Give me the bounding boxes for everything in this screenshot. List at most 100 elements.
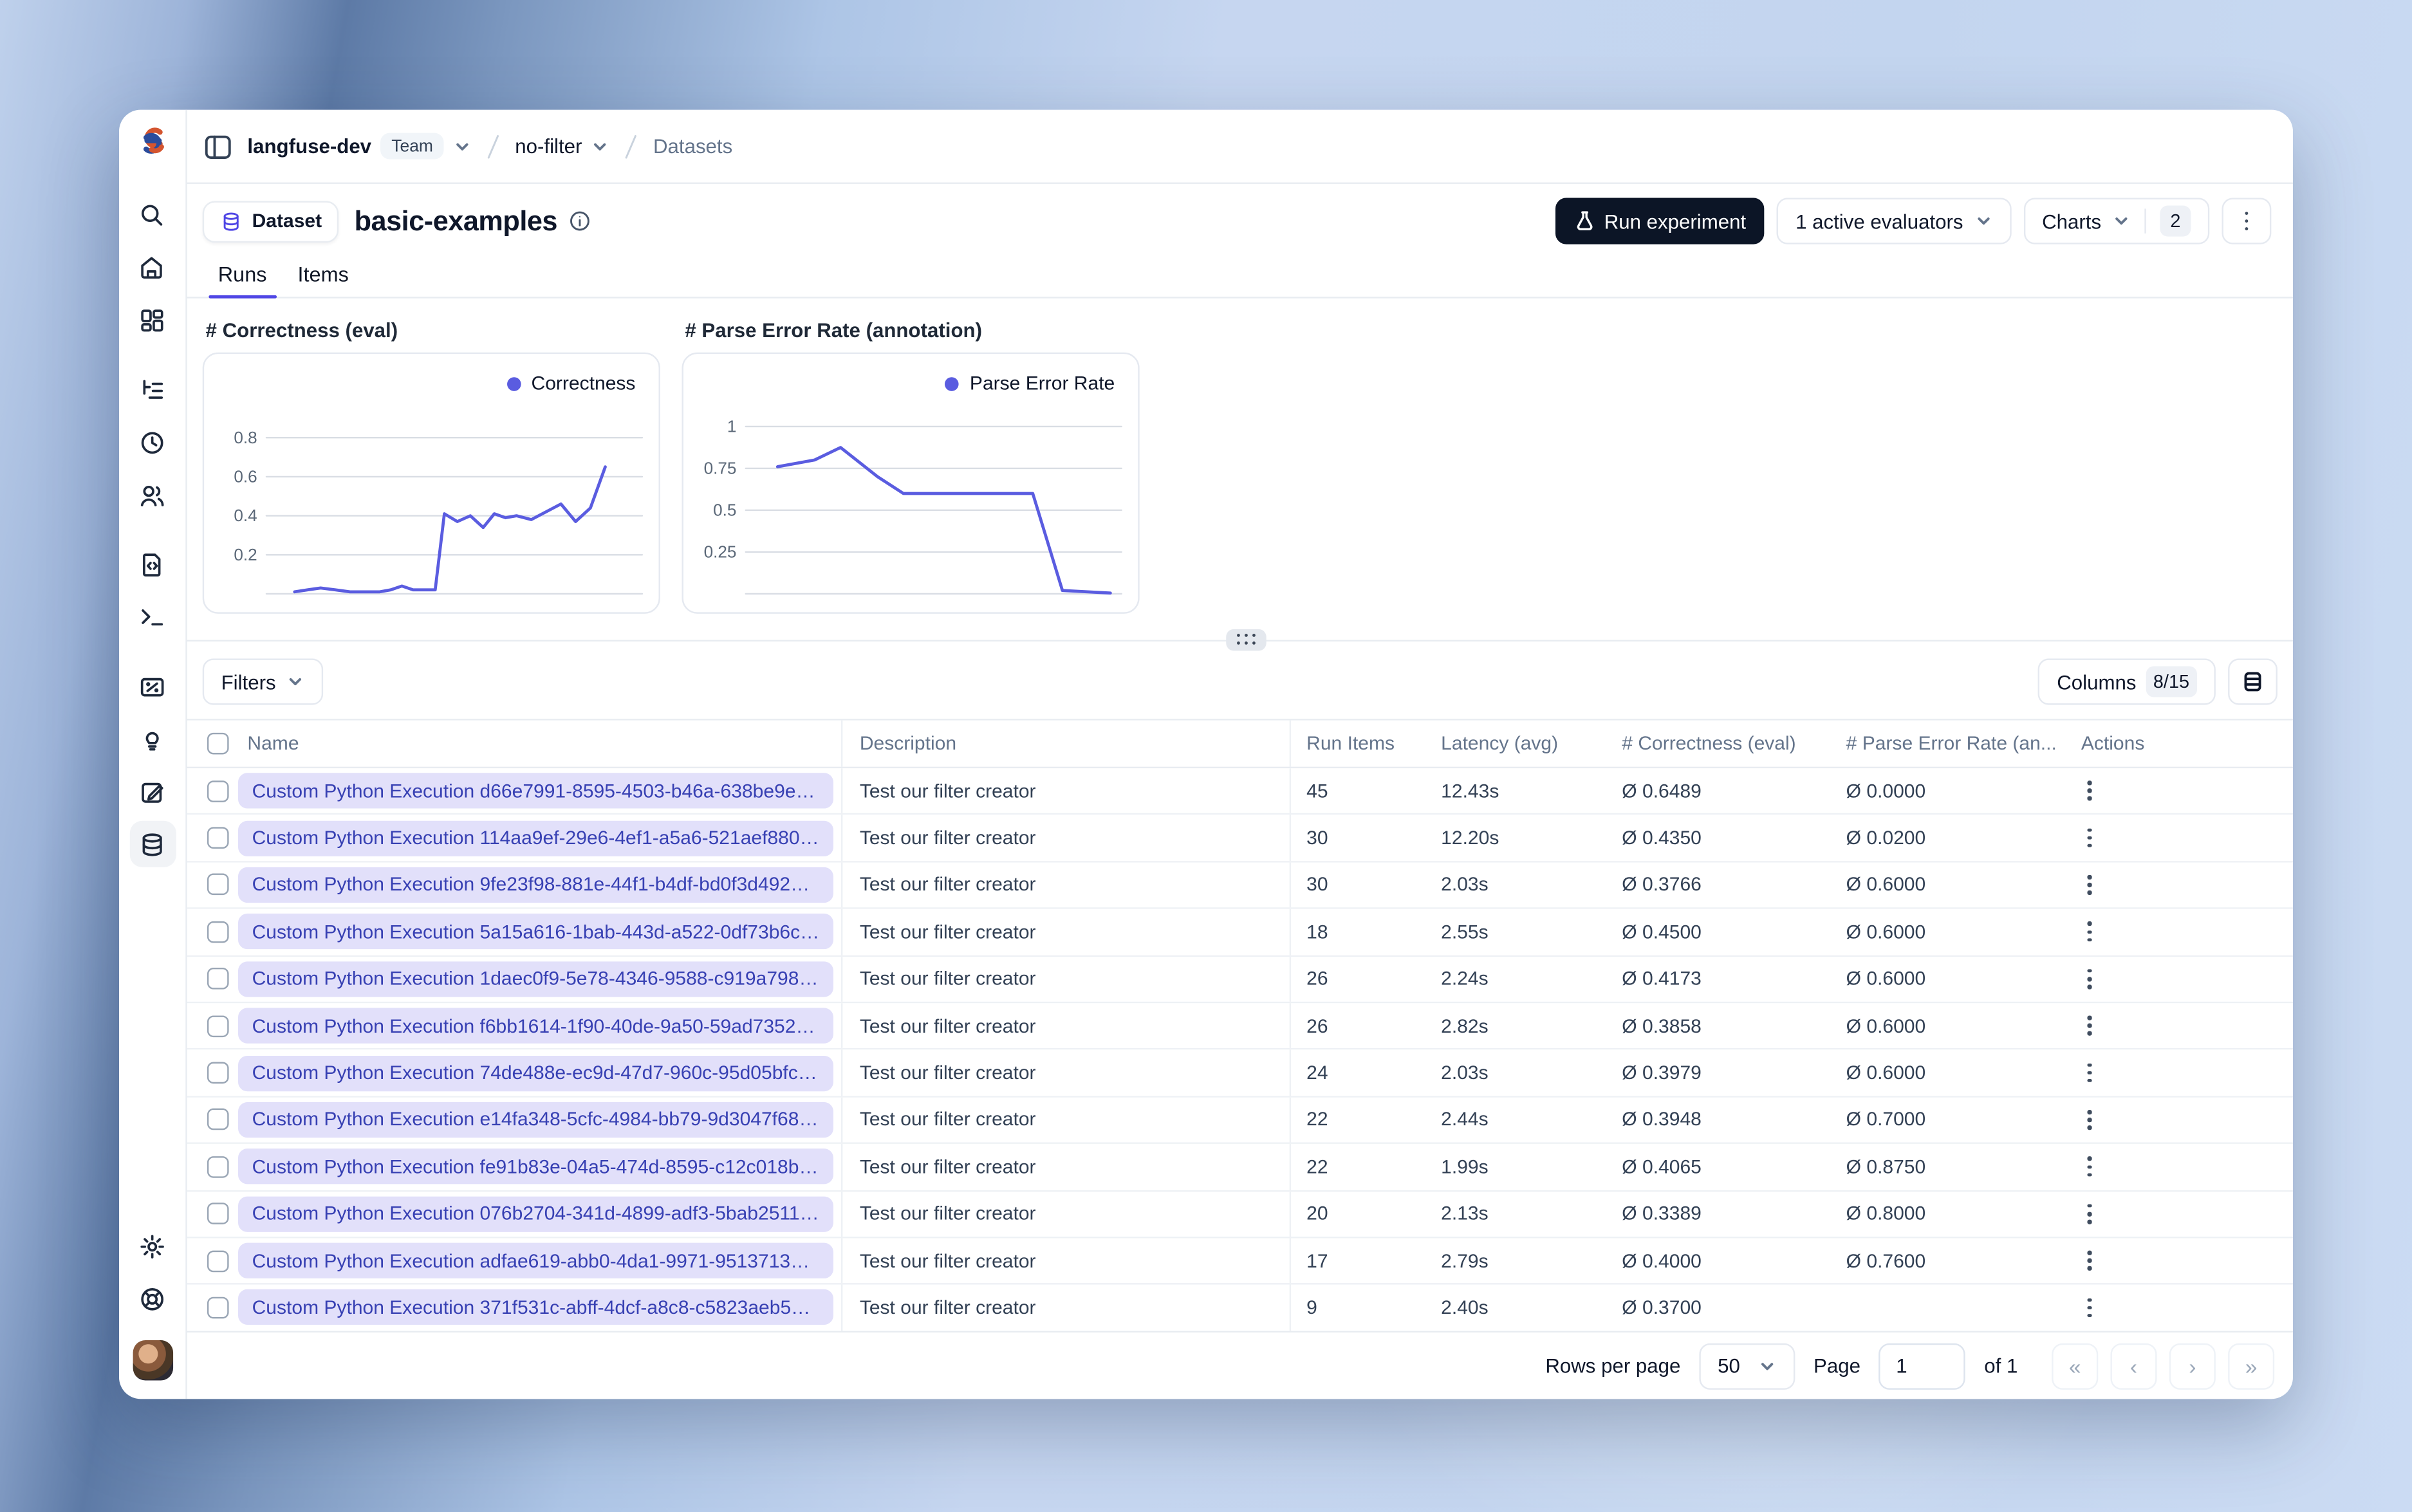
row-checkbox[interactable] (207, 780, 229, 802)
run-name-link[interactable]: Custom Python Execution 9fe23f98-881e-44… (237, 867, 833, 903)
run-name-link[interactable]: Custom Python Execution 371f531c-abff-4d… (237, 1289, 833, 1326)
run-name-link[interactable]: Custom Python Execution fe91b83e-04a5-47… (237, 1148, 833, 1185)
sidebar-item-playground[interactable] (129, 594, 176, 640)
tab-runs[interactable]: Runs (203, 255, 283, 299)
row-actions-kebab[interactable] (2081, 1010, 2097, 1042)
row-checkbox[interactable] (207, 874, 229, 896)
sidebar-item-search[interactable] (129, 192, 176, 238)
table-row[interactable]: Custom Python Execution 1daec0f9-5e78-43… (187, 956, 2293, 1004)
breadcrumb-project[interactable]: no-filter (515, 134, 609, 158)
columns-button[interactable]: Columns 8/15 (2038, 658, 2216, 705)
run-name-link[interactable]: Custom Python Execution f6bb1614-1f90-40… (237, 1008, 833, 1044)
row-actions-kebab[interactable] (2081, 1292, 2097, 1324)
support-icon (141, 1287, 163, 1310)
prev-page-button[interactable]: ‹ (2110, 1342, 2157, 1389)
latency-value: 2.44s (1441, 1109, 1489, 1131)
header-description[interactable]: Description (842, 720, 1292, 767)
sidebar-footer (129, 1195, 176, 1322)
table-row[interactable]: Custom Python Execution fe91b83e-04a5-47… (187, 1144, 2293, 1192)
table-row[interactable]: Custom Python Execution 74de488e-ec9d-47… (187, 1050, 2293, 1098)
info-icon[interactable] (570, 210, 591, 232)
row-actions-kebab[interactable] (2081, 822, 2097, 854)
sidebar-item-home[interactable] (129, 244, 176, 291)
sidebar-item-settings[interactable] (129, 1222, 176, 1269)
select-all-checkbox[interactable] (207, 732, 229, 755)
page-input[interactable] (1879, 1342, 1966, 1389)
header-parse-error-rate[interactable]: # Parse Error Rate (an... (1846, 732, 2057, 755)
table-row[interactable]: Custom Python Execution f6bb1614-1f90-40… (187, 1003, 2293, 1051)
last-page-button[interactable]: » (2228, 1342, 2275, 1389)
svg-text:0.25: 0.25 (704, 542, 737, 561)
evaluators-dropdown[interactable]: 1 active evaluators (1777, 198, 2012, 244)
breadcrumb-org[interactable]: langfuse-dev Team (247, 133, 472, 160)
row-checkbox[interactable] (207, 827, 229, 849)
row-actions-kebab[interactable] (2081, 1245, 2097, 1277)
user-avatar[interactable] (132, 1340, 172, 1381)
header-latency[interactable]: Latency (avg) (1441, 732, 1559, 755)
row-checkbox[interactable] (207, 1156, 229, 1178)
header-name[interactable]: Name (238, 720, 843, 767)
sidebar-item-users[interactable] (129, 472, 176, 518)
run-name-link[interactable]: Custom Python Execution 114aa9ef-29e6-4e… (237, 820, 833, 856)
run-name-link[interactable]: Custom Python Execution adfae619-abb0-4d… (237, 1242, 833, 1279)
row-actions-kebab[interactable] (2081, 1151, 2097, 1183)
filters-button[interactable]: Filters (202, 658, 324, 705)
sidebar (119, 109, 187, 1399)
sidebar-item-support[interactable] (129, 1275, 176, 1322)
drag-handle[interactable] (1226, 629, 1266, 651)
row-height-button[interactable] (2228, 658, 2277, 705)
row-actions-kebab[interactable] (2081, 963, 2097, 995)
sidebar-item-tracing[interactable] (129, 366, 176, 412)
run-name-link[interactable]: Custom Python Execution d66e7991-8595-45… (237, 773, 833, 809)
run-name-link[interactable]: Custom Python Execution 74de488e-ec9d-47… (237, 1055, 833, 1091)
run-name-link[interactable]: Custom Python Execution 5a15a616-1bab-44… (237, 914, 833, 950)
row-actions-kebab[interactable] (2081, 1056, 2097, 1089)
charts-dropdown[interactable]: Charts 2 (2023, 198, 2210, 244)
header-run-items[interactable]: Run Items (1306, 732, 1395, 755)
row-checkbox[interactable] (207, 1062, 229, 1084)
row-actions-kebab[interactable] (2081, 916, 2097, 948)
sidebar-item-prompts[interactable] (129, 541, 176, 587)
sidebar-item-datasets[interactable] (129, 820, 176, 867)
row-checkbox[interactable] (207, 1203, 229, 1225)
dataset-actions-kebab[interactable] (2222, 198, 2272, 244)
table-row[interactable]: Custom Python Execution 5a15a616-1bab-44… (187, 909, 2293, 957)
parse-error-value: Ø 0.8000 (1846, 1203, 1926, 1225)
row-checkbox[interactable] (207, 968, 229, 990)
sidebar-item-sessions[interactable] (129, 419, 176, 465)
datasets-icon (142, 833, 162, 856)
sidebar-toggle-icon[interactable] (203, 131, 234, 161)
run-experiment-button[interactable]: Run experiment (1554, 198, 1765, 244)
table-row[interactable]: Custom Python Execution adfae619-abb0-4d… (187, 1238, 2293, 1286)
sidebar-item-ideas[interactable] (129, 715, 176, 762)
run-name-link[interactable]: Custom Python Execution 1daec0f9-5e78-43… (237, 961, 833, 997)
table-row[interactable]: Custom Python Execution 371f531c-abff-4d… (187, 1285, 2293, 1331)
sidebar-item-evaluation[interactable] (129, 663, 176, 710)
tab-items[interactable]: Items (297, 263, 349, 286)
first-page-button[interactable]: « (2052, 1342, 2099, 1389)
run-name-link[interactable]: Custom Python Execution 076b2704-341d-48… (237, 1195, 833, 1232)
row-actions-kebab[interactable] (2081, 1104, 2097, 1136)
correctness-value: Ø 0.3948 (1622, 1109, 1702, 1131)
sidebar-item-annotation[interactable] (129, 768, 176, 815)
sidebar-item-dashboard[interactable] (129, 297, 176, 343)
breadcrumb-section[interactable]: Datasets (653, 134, 733, 158)
table-row[interactable]: Custom Python Execution d66e7991-8595-45… (187, 768, 2293, 816)
row-actions-kebab[interactable] (2081, 1198, 2097, 1230)
rows-per-page-select[interactable]: 50 (1699, 1342, 1795, 1389)
header-correctness[interactable]: # Correctness (eval) (1622, 732, 1796, 755)
table-row[interactable]: Custom Python Execution 076b2704-341d-48… (187, 1191, 2293, 1239)
row-actions-kebab[interactable] (2081, 775, 2097, 807)
row-checkbox[interactable] (207, 1249, 229, 1272)
run-name-link[interactable]: Custom Python Execution e14fa348-5cfc-49… (237, 1102, 833, 1138)
row-checkbox[interactable] (207, 1015, 229, 1037)
latency-value: 2.24s (1441, 968, 1489, 990)
row-checkbox[interactable] (207, 1109, 229, 1131)
table-row[interactable]: Custom Python Execution 9fe23f98-881e-44… (187, 862, 2293, 910)
row-checkbox[interactable] (207, 1296, 229, 1319)
table-row[interactable]: Custom Python Execution 114aa9ef-29e6-4e… (187, 815, 2293, 863)
table-row[interactable]: Custom Python Execution e14fa348-5cfc-49… (187, 1097, 2293, 1145)
row-actions-kebab[interactable] (2081, 869, 2097, 901)
row-checkbox[interactable] (207, 921, 229, 943)
next-page-button[interactable]: › (2169, 1342, 2216, 1389)
